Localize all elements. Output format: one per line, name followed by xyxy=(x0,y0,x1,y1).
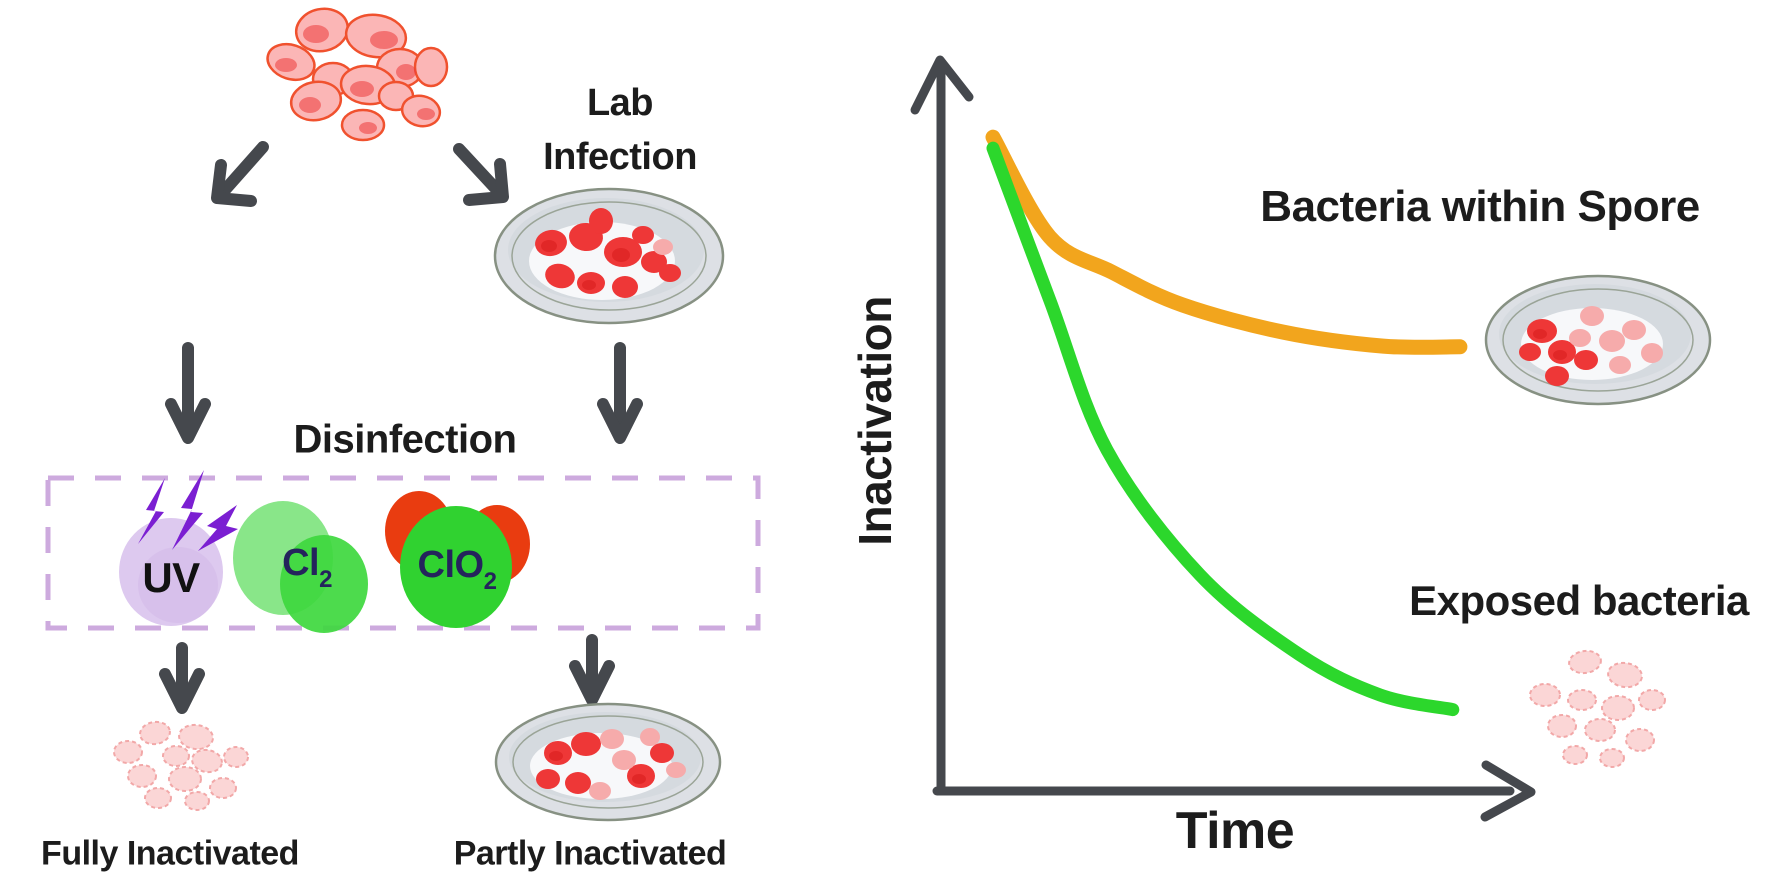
cl2-agent-icon xyxy=(233,501,368,633)
curve-bacteria-within-spore xyxy=(985,129,1468,355)
uv-agent-icon xyxy=(119,470,238,626)
clo2-label: ClO2 xyxy=(418,544,497,596)
spore-lab-infection-icon xyxy=(493,187,725,325)
clo2-formula: ClO xyxy=(417,544,485,586)
uv-label: UV xyxy=(142,554,200,601)
curve-exposed-bacteria xyxy=(986,141,1460,717)
clo2-agent-icon xyxy=(385,491,530,628)
exposed-bacteria-label: Exposed bacteria xyxy=(1409,577,1749,624)
cl2-subscript: 2 xyxy=(319,566,332,593)
x-axis-label: Time xyxy=(1175,802,1295,860)
y-axis-arrow-icon xyxy=(910,55,974,796)
bacteria-cluster-cores xyxy=(275,25,435,134)
fully-inactivated-label: Fully Inactivated xyxy=(41,834,299,873)
bacteria-cluster-icon xyxy=(266,7,449,142)
arrow-down-left-icon xyxy=(211,141,269,207)
spore-within-chart-icon xyxy=(1484,274,1712,406)
arrow-down-to-partly-inactivated-icon xyxy=(569,634,615,706)
y-axis-label: Inactivation xyxy=(849,296,901,546)
x-axis-arrow-icon xyxy=(932,760,1536,822)
lightning-icon xyxy=(138,470,238,551)
disinfection-label: Disinfection xyxy=(293,417,517,462)
clo2-subscript: 2 xyxy=(483,568,497,595)
faded-bacteria-cluster-icon xyxy=(113,720,249,811)
arrow-down-to-disinfection-right-icon xyxy=(597,342,643,444)
disinfection-box xyxy=(45,475,761,631)
cl2-label: Cl2 xyxy=(282,542,332,594)
arrow-down-to-fully-inactivated-icon xyxy=(159,642,205,714)
lab-infection-label: Lab Infection xyxy=(543,82,697,178)
spore-partly-inactivated-icon xyxy=(494,702,722,822)
bacteria-within-spore-label: Bacteria within Spore xyxy=(1260,182,1700,231)
axes-layer xyxy=(910,55,1536,822)
arrow-down-to-disinfection-left-icon xyxy=(165,342,211,444)
arrow-down-right-icon xyxy=(453,143,509,206)
faded-bacteria-cluster-right-icon xyxy=(1529,649,1666,768)
partly-inactivated-label: Partly Inactivated xyxy=(453,834,727,873)
arrow-layer xyxy=(159,141,643,714)
cl2-formula: Cl xyxy=(282,542,320,584)
